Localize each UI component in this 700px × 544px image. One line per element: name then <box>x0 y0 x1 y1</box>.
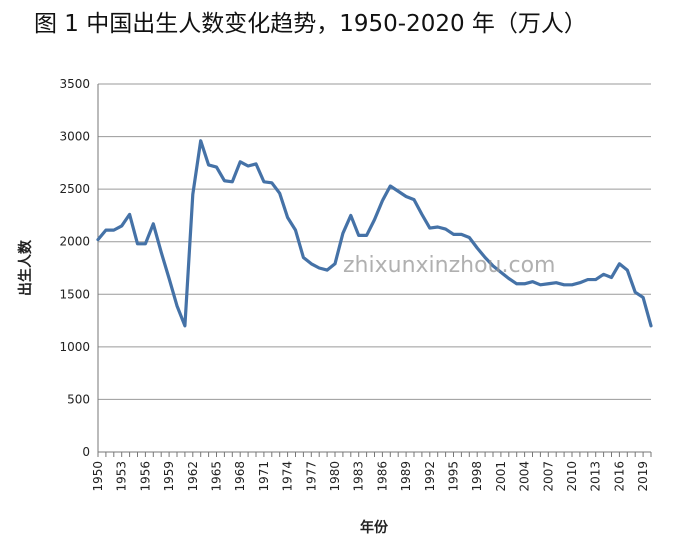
y-tick-label: 0 <box>82 445 90 459</box>
y-tick-label: 1000 <box>59 340 90 354</box>
x-tick-label: 1971 <box>257 461 271 492</box>
x-tick-label: 2001 <box>494 461 508 492</box>
axes <box>97 84 652 457</box>
y-tick-label: 3000 <box>59 130 90 144</box>
y-tick-label: 2000 <box>59 235 90 249</box>
x-tick-label: 2016 <box>612 461 626 492</box>
x-tick-label: 1974 <box>281 461 295 492</box>
x-tick-label: 1950 <box>91 461 105 492</box>
watermark-text: zhixunxinzhou.com <box>343 253 556 278</box>
x-tick-label: 1998 <box>470 461 484 492</box>
series-line-births <box>96 139 653 328</box>
x-tick-label: 1983 <box>352 461 366 492</box>
x-tick-label: 1962 <box>186 461 200 492</box>
x-tick-label: 1980 <box>328 461 342 492</box>
x-tick-label: 1968 <box>233 461 247 492</box>
x-tick-label: 1953 <box>115 461 129 492</box>
x-tick-label: 2013 <box>589 461 603 492</box>
x-tick-label: 2007 <box>541 461 555 492</box>
y-axis-label: 出生人数 <box>17 239 34 296</box>
x-tick-label: 1956 <box>138 461 152 492</box>
x-tick-labels: 1950 1953 1956 1959 1962 1965 1968 1971 1974 1977… <box>91 461 650 492</box>
x-tick-label: 2019 <box>636 461 650 492</box>
x-tick-label: 2004 <box>518 461 532 492</box>
x-tick-label: 2010 <box>565 461 579 492</box>
x-tick-label: 1995 <box>447 461 461 492</box>
y-tick-label: 500 <box>67 392 90 406</box>
x-tick-label: 1965 <box>210 461 224 492</box>
gridlines <box>98 83 651 400</box>
x-tick-label: 1989 <box>399 461 413 492</box>
x-tick-label: 1977 <box>304 461 318 492</box>
x-tick-label: 1959 <box>162 461 176 492</box>
chart-title: 图 1 中国出生人数变化趋势，1950-2020 年（万人） <box>34 11 587 37</box>
y-tick-labels: 0 500 1000 1500 2000 2500 3000 3500 <box>59 77 90 459</box>
y-tick-label: 3500 <box>59 77 90 91</box>
x-tick-label: 1992 <box>423 461 437 492</box>
x-axis-label: 年份 <box>360 519 389 536</box>
y-tick-label: 1500 <box>59 287 90 301</box>
y-tick-label: 2500 <box>59 182 90 196</box>
x-tick-label: 1986 <box>375 461 389 492</box>
